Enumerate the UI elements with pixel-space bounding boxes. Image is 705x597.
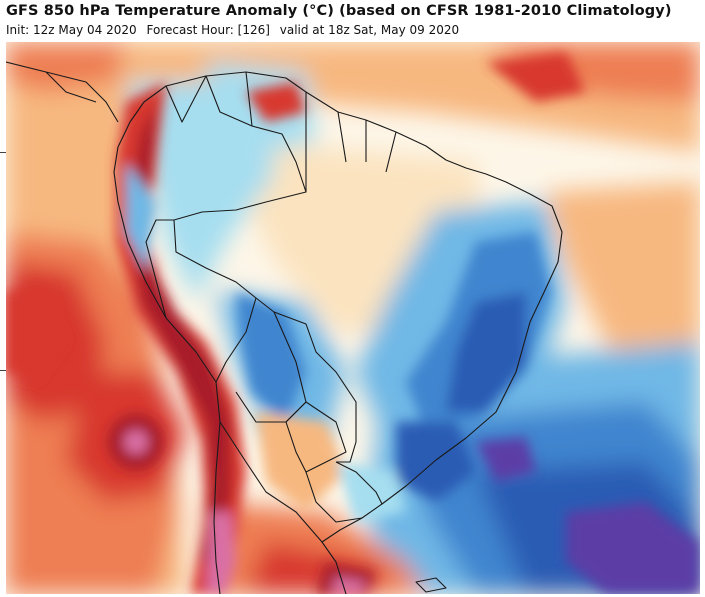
anomaly-map-svg: [6, 42, 700, 594]
country-border: [215, 297, 257, 383]
warm-anomaly-region: [246, 82, 306, 122]
forecast-hour: Forecast Hour: [126]: [146, 23, 270, 37]
warm-anomaly-region: [6, 472, 106, 594]
latitude-tick: [0, 152, 6, 153]
coastline: [113, 146, 221, 594]
country-border: [6, 61, 119, 123]
country-border: [285, 401, 347, 473]
country-border: [385, 131, 397, 173]
warm-anomaly-region: [131, 102, 231, 562]
cool-anomaly-region: [126, 162, 156, 272]
warm-anomaly-region: [124, 430, 148, 454]
cool-anomaly-region: [566, 502, 700, 594]
country-borders: [6, 61, 563, 594]
coastline: [117, 71, 563, 594]
country-border: [145, 219, 174, 319]
cool-anomaly-region: [476, 437, 536, 482]
country-border: [305, 471, 363, 523]
cool-anomaly-region: [126, 82, 276, 302]
warm-anomaly-region: [6, 42, 126, 92]
country-border: [45, 71, 97, 103]
country-border: [219, 421, 323, 543]
warm-anomaly-region: [331, 577, 366, 594]
warm-anomaly-region: [206, 512, 236, 594]
cool-anomaly-region: [336, 462, 406, 522]
map-header: GFS 850 hPa Temperature Anomaly (°C) (ba…: [0, 0, 705, 42]
latitude-tick: [0, 370, 6, 371]
warm-anomaly-region: [6, 282, 66, 382]
map-subtitle: Init: 12z May 04 2020 Forecast Hour: [12…: [6, 23, 465, 37]
country-border: [415, 577, 447, 593]
country-border: [245, 71, 253, 127]
cool-anomaly-region: [446, 292, 526, 412]
country-border: [165, 75, 207, 123]
anomaly-fill-detail: [6, 52, 700, 594]
country-border: [173, 75, 357, 463]
country-border: [337, 111, 347, 163]
valid-time: valid at 18z Sat, May 09 2020: [279, 23, 460, 37]
warm-anomaly-region: [486, 52, 586, 102]
cool-anomaly-region: [396, 422, 476, 502]
country-border: [335, 461, 383, 505]
anomaly-map: [6, 42, 700, 594]
map-title: GFS 850 hPa Temperature Anomaly (°C) (ba…: [6, 3, 672, 19]
cool-anomaly-region: [236, 292, 306, 422]
init-time: Init: 12z May 04 2020: [6, 23, 137, 37]
